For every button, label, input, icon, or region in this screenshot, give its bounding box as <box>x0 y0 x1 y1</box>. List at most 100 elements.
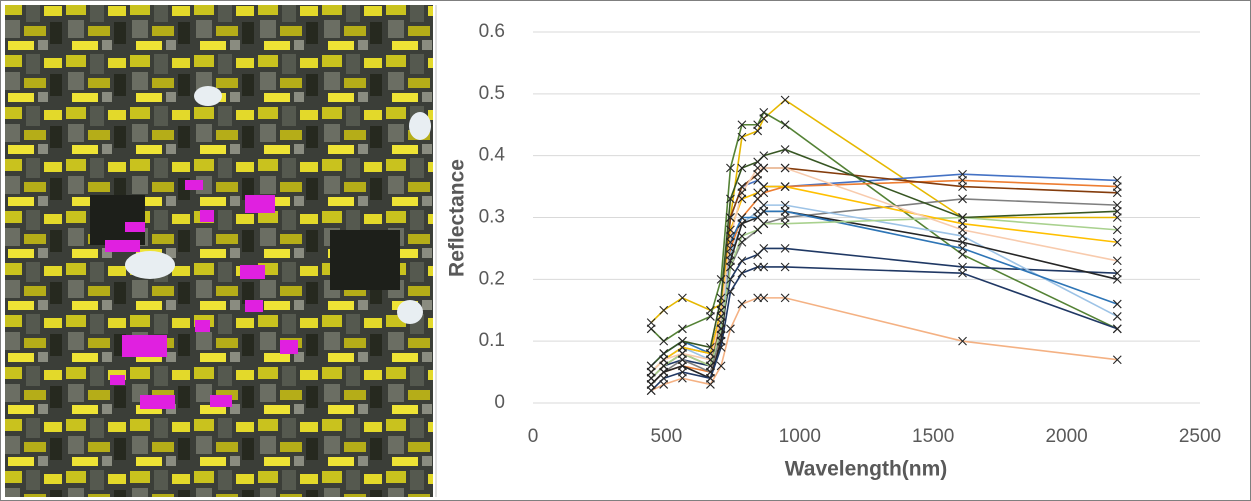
point-marker <box>759 188 769 198</box>
y-tick-label: 0.2 <box>479 268 505 289</box>
point-marker <box>753 120 763 130</box>
y-tick-label: 0.4 <box>479 145 506 166</box>
point-marker <box>1112 182 1122 191</box>
point-marker <box>753 163 763 173</box>
point-marker <box>716 293 726 303</box>
series <box>650 111 1118 343</box>
point-marker <box>737 163 747 173</box>
point-marker <box>759 293 769 303</box>
point-marker <box>716 305 726 315</box>
point-marker <box>759 244 769 253</box>
point-marker <box>759 163 769 173</box>
point-marker <box>726 250 735 259</box>
series <box>650 148 1118 367</box>
point-marker <box>780 200 790 210</box>
field-mark <box>110 375 125 385</box>
point-marker <box>1112 355 1122 365</box>
point-marker <box>716 336 726 346</box>
point-marker <box>737 132 747 142</box>
point-marker <box>1112 268 1122 278</box>
point-marker <box>678 324 687 334</box>
point-marker <box>659 380 669 389</box>
point-marker <box>716 330 726 340</box>
point-marker <box>737 237 747 247</box>
point-marker <box>1112 312 1122 321</box>
point-marker <box>780 293 790 303</box>
series-line <box>650 111 1118 343</box>
point-marker <box>737 182 747 191</box>
series <box>650 99 1118 324</box>
point-marker <box>753 293 763 303</box>
point-marker <box>716 342 726 352</box>
point-marker <box>659 361 669 371</box>
point-marker <box>759 151 769 161</box>
field-mark <box>210 395 232 407</box>
point-marker <box>706 312 715 321</box>
x-tick-label: 0 <box>528 426 539 447</box>
point-marker <box>958 194 967 204</box>
point-marker <box>958 213 967 222</box>
point-marker <box>646 386 656 396</box>
point-marker <box>659 336 669 346</box>
point-marker <box>759 206 769 216</box>
image-dark-patch <box>90 195 145 245</box>
point-marker <box>958 262 967 272</box>
point-marker <box>1112 206 1122 216</box>
point-marker <box>706 367 715 377</box>
point-marker <box>1112 256 1122 266</box>
point-marker <box>659 355 669 365</box>
point-marker <box>1112 274 1122 284</box>
point-marker <box>659 349 669 358</box>
series-line <box>650 99 1118 324</box>
series <box>650 216 1118 379</box>
point-marker <box>780 120 790 130</box>
point-marker <box>646 361 656 371</box>
x-tick-label: 500 <box>651 426 683 447</box>
y-tick-label: 0.6 <box>479 21 505 42</box>
point-marker <box>659 373 669 383</box>
point-marker <box>958 244 967 253</box>
satellite-image <box>5 5 433 497</box>
point-marker <box>759 262 769 272</box>
point-marker <box>716 312 726 321</box>
image-cloud <box>125 251 175 279</box>
series <box>650 198 1118 386</box>
point-marker <box>678 342 687 352</box>
point-marker <box>737 120 747 130</box>
series <box>650 247 1118 379</box>
point-marker <box>780 206 790 216</box>
image-fields-highlight <box>105 180 298 409</box>
point-marker <box>958 336 967 346</box>
point-marker <box>716 324 726 334</box>
x-tick-label: 2500 <box>1179 426 1221 447</box>
point-marker <box>780 182 790 191</box>
point-marker <box>780 244 790 253</box>
point-marker <box>646 380 656 389</box>
point-marker <box>1112 200 1122 210</box>
y-tick-label: 0.1 <box>479 330 505 351</box>
point-marker <box>737 194 747 204</box>
point-marker <box>659 305 669 315</box>
image-dark-patch <box>330 230 400 290</box>
series-line <box>650 216 1118 379</box>
point-marker <box>726 244 735 253</box>
point-marker <box>1112 225 1122 235</box>
image-cloud <box>194 86 222 106</box>
point-marker <box>1112 324 1122 334</box>
point-marker <box>716 361 726 371</box>
point-marker <box>716 299 726 309</box>
x-tick-label: 2000 <box>1045 426 1087 447</box>
point-marker <box>646 318 656 328</box>
series-line <box>650 266 1118 392</box>
series-line <box>650 167 1118 373</box>
point-marker <box>759 200 769 210</box>
point-marker <box>678 355 687 365</box>
y-axis-title: Reflectance <box>446 159 469 277</box>
point-marker <box>753 126 763 136</box>
point-marker <box>737 231 747 241</box>
point-marker <box>726 324 735 334</box>
series <box>650 210 1118 386</box>
point-marker <box>780 262 790 272</box>
field-mark <box>185 180 203 190</box>
